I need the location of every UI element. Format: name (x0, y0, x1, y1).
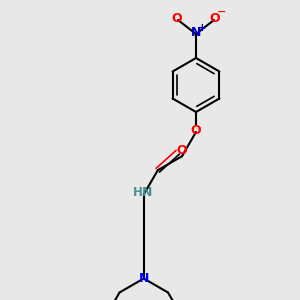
Text: −: − (217, 7, 227, 17)
Text: H: H (133, 186, 143, 199)
Text: N: N (139, 272, 149, 285)
Text: O: O (191, 124, 201, 137)
Text: N: N (142, 186, 152, 199)
Text: O: O (172, 11, 182, 25)
Text: +: + (198, 23, 206, 33)
Text: N: N (191, 26, 201, 40)
Text: O: O (176, 144, 187, 157)
Text: O: O (210, 11, 220, 25)
